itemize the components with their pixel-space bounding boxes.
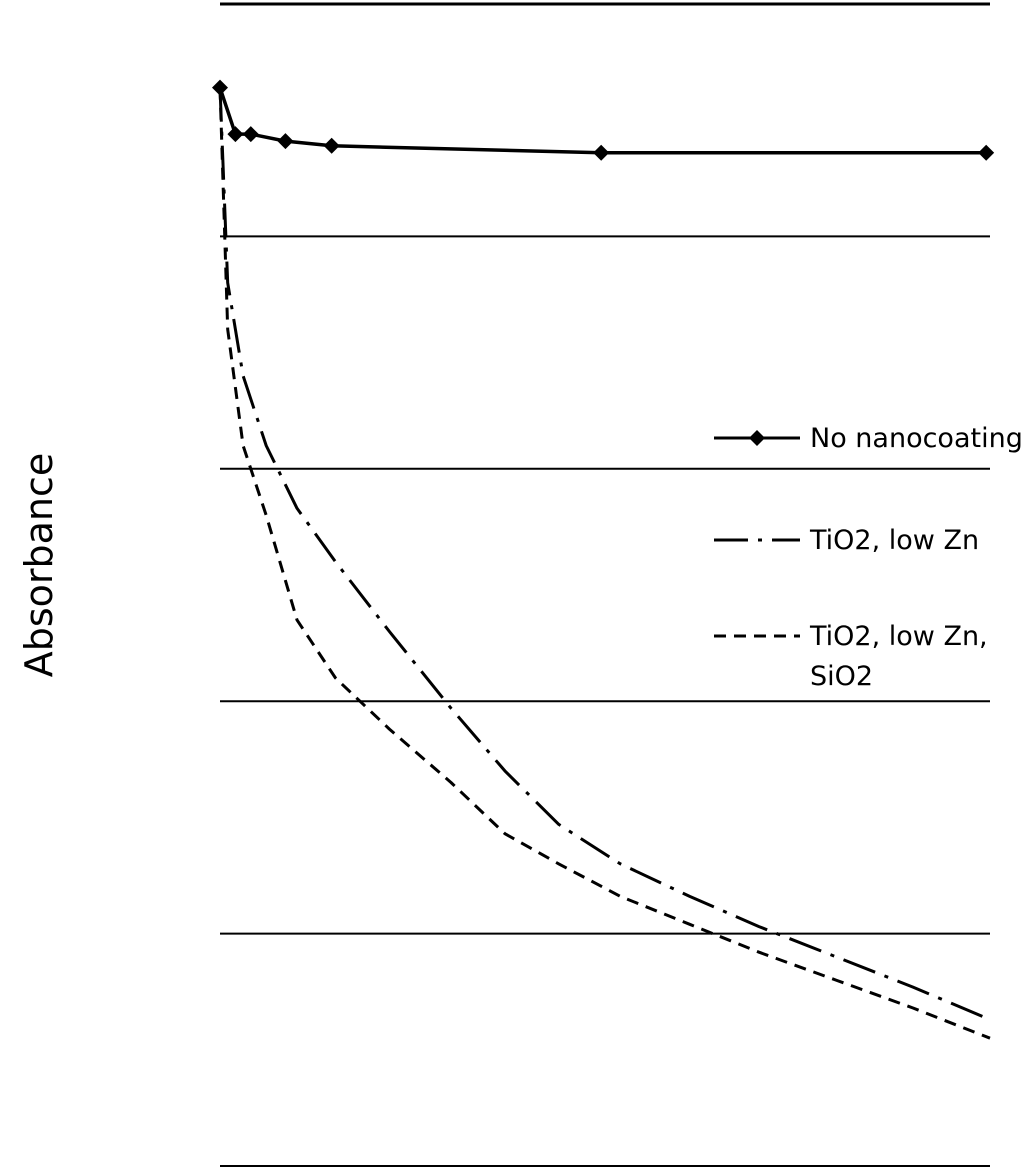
series-1-point-6 xyxy=(593,144,610,161)
plot-series xyxy=(212,79,995,1040)
series-1-point-5 xyxy=(323,137,340,154)
legend: No nanocoating TiO2, low Zn TiO2, low Zn, S… xyxy=(714,423,1023,692)
series-1-point-4 xyxy=(277,133,294,150)
series-1-point-3 xyxy=(242,126,259,143)
gridlines xyxy=(220,2,990,1167)
series-1-point-2 xyxy=(227,126,244,143)
legend-marker-1 xyxy=(749,430,765,446)
legend-label-1: No nanocoating xyxy=(810,423,1023,454)
y-axis-label: Absorbance xyxy=(17,453,61,678)
legend-label-3: TiO2, low Zn, SiO2 xyxy=(809,621,988,692)
series-1-point-1 xyxy=(212,79,228,96)
legend-label-2: TiO2, low Zn xyxy=(809,525,979,556)
series-1-point-7 xyxy=(978,144,995,161)
series-line-3 xyxy=(218,87,991,1040)
series-line-2 xyxy=(218,87,991,1021)
